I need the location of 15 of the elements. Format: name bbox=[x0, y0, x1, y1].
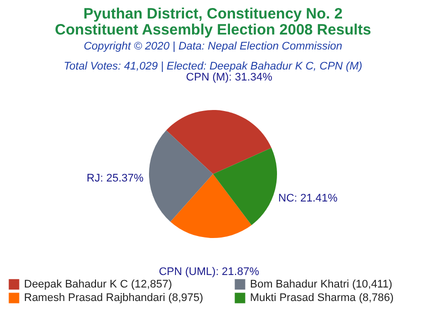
data-label: CPN (UML): 21.87% bbox=[158, 266, 260, 278]
pie-slice bbox=[166, 110, 272, 174]
data-label: NC: 21.41% bbox=[278, 192, 338, 204]
pie-slice bbox=[213, 148, 277, 226]
data-label: RJ: 25.37% bbox=[86, 172, 144, 184]
chart-title: Pyuthan District, Constituency No. 2 Constituent Assembly Election 2008 Results bbox=[54, 5, 372, 38]
chart-subtitle: Copyright © 2020 | Data: Nepal Election Commission bbox=[84, 40, 342, 52]
legend-label: Deepak Bahadur K C (12,857) bbox=[24, 278, 172, 290]
text: Total Votes: 41,029 | Elected: Deepak Bahadur K C, CPN (M) bbox=[64, 60, 363, 72]
data-label: CPN (M): 31.34% bbox=[186, 71, 272, 84]
pie-slice bbox=[170, 174, 252, 238]
legend-label: Ramesh Prasad Rajbhandari (8,975) bbox=[24, 292, 204, 304]
pie-slice bbox=[149, 130, 213, 222]
legend-label: Bom Bahadur Khatri (10,411) bbox=[250, 278, 392, 290]
legend-label: Mukti Prasad Sharma (8,786) bbox=[250, 292, 394, 304]
